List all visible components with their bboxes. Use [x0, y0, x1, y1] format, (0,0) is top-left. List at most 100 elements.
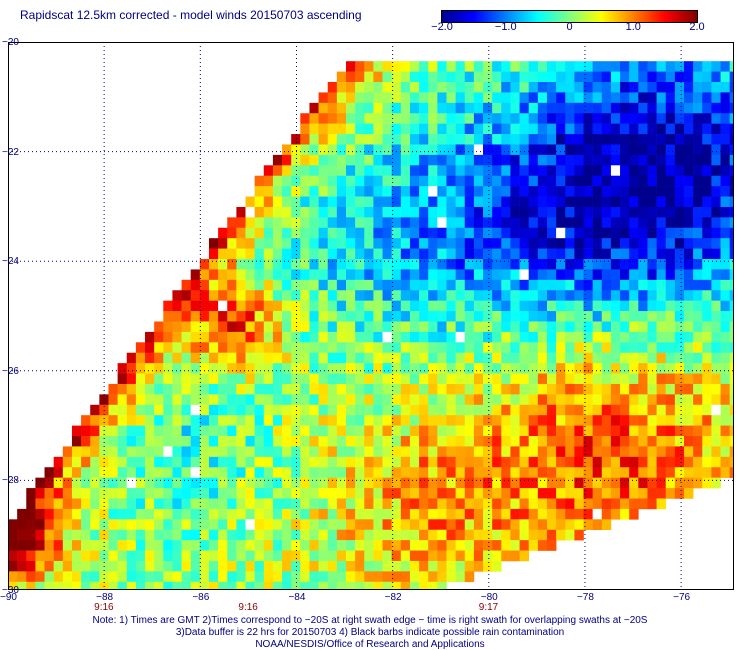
wind-cell — [537, 248, 548, 260]
wind-cell — [81, 540, 91, 551]
wind-cell — [464, 519, 475, 531]
wind-cell — [428, 92, 438, 104]
wind-cell — [300, 550, 310, 562]
wind-cell — [391, 425, 402, 437]
wind-cell — [373, 123, 383, 135]
wind-cell — [556, 352, 566, 364]
wind-cell — [400, 269, 411, 281]
wind-cell — [336, 342, 347, 354]
wind-cell — [729, 82, 734, 93]
wind-cell — [565, 227, 575, 239]
latitude-tick-label: −22 — [2, 146, 19, 158]
wind-cell — [729, 352, 734, 364]
wind-cell — [510, 154, 520, 166]
wind-cell — [473, 238, 484, 249]
wind-cell — [519, 456, 530, 468]
wind-cell — [181, 342, 192, 354]
wind-cell — [492, 196, 502, 208]
wind-cell — [90, 425, 100, 437]
wind-cell — [537, 467, 548, 478]
wind-cell — [300, 363, 310, 374]
wind-cell — [693, 102, 703, 114]
wind-cell — [702, 290, 712, 301]
wind-cell — [455, 446, 466, 458]
wind-cell — [638, 331, 648, 343]
wind-cell — [574, 279, 584, 291]
wind-cell — [437, 352, 447, 364]
wind-cell — [729, 279, 734, 291]
wind-cell — [327, 508, 338, 520]
wind-cell — [327, 352, 338, 364]
wind-cell — [309, 456, 319, 468]
wind-cell — [190, 560, 201, 572]
wind-cell — [373, 498, 383, 510]
wind-cell — [400, 436, 411, 447]
wind-cell — [537, 134, 548, 145]
wind-cell — [501, 61, 511, 72]
wind-cell — [172, 446, 182, 458]
wind-cell — [364, 331, 374, 343]
wind-cell — [181, 446, 192, 458]
wind-cell — [355, 363, 365, 374]
wind-cell — [391, 467, 402, 478]
wind-cell — [245, 550, 255, 562]
wind-cell — [135, 373, 146, 385]
wind-cell — [199, 311, 210, 322]
wind-cell — [574, 446, 584, 458]
wind-cell — [272, 404, 283, 416]
wind-cell — [346, 206, 356, 218]
wind-cell — [528, 82, 539, 93]
wind-cell — [620, 311, 630, 322]
wind-cell — [592, 217, 603, 229]
wind-cell — [26, 571, 36, 583]
wind-cell — [537, 425, 548, 437]
wind-cell — [656, 498, 667, 510]
wind-cell — [245, 508, 255, 520]
wind-cell — [355, 134, 365, 145]
wind-cell — [409, 238, 420, 249]
wind-cell — [647, 290, 657, 301]
wind-cell — [647, 331, 657, 343]
wind-cell — [583, 102, 593, 114]
wind-cell — [528, 383, 539, 395]
wind-cell — [720, 446, 730, 458]
wind-cell — [437, 269, 447, 281]
wind-cell — [592, 82, 603, 93]
wind-cell — [364, 227, 374, 239]
wind-cell — [227, 269, 237, 281]
colorbar-tick-label: −2.0 — [431, 21, 453, 33]
wind-cell — [565, 175, 575, 187]
wind-cell — [373, 540, 383, 551]
wind-cell — [145, 529, 155, 541]
wind-cell — [519, 175, 530, 187]
wind-cell — [574, 436, 584, 447]
wind-cell — [546, 425, 557, 437]
wind-cell — [373, 248, 383, 260]
wind-cell — [702, 415, 712, 426]
wind-cell — [300, 581, 310, 590]
wind-cell — [446, 311, 456, 322]
wind-cell — [154, 581, 164, 590]
wind-cell — [90, 571, 100, 583]
wind-cell — [336, 154, 347, 166]
wind-cell — [592, 165, 603, 177]
wind-cell — [702, 456, 712, 468]
wind-cell — [309, 467, 319, 478]
wind-cell — [373, 196, 383, 208]
wind-cell — [291, 383, 301, 395]
wind-cell — [391, 373, 402, 385]
wind-cell — [620, 71, 630, 83]
wind-cell — [674, 394, 685, 406]
wind-cell — [565, 321, 575, 333]
wind-cell — [620, 186, 630, 197]
wind-cell — [610, 134, 621, 145]
wind-cell — [300, 560, 310, 572]
wind-cell — [263, 404, 274, 416]
wind-cell — [282, 550, 292, 562]
wind-cell — [391, 113, 402, 124]
wind-cell — [546, 102, 557, 114]
wind-cell — [437, 508, 447, 520]
wind-cell — [108, 508, 118, 520]
wind-cell — [446, 352, 456, 364]
wind-cell — [665, 446, 676, 458]
